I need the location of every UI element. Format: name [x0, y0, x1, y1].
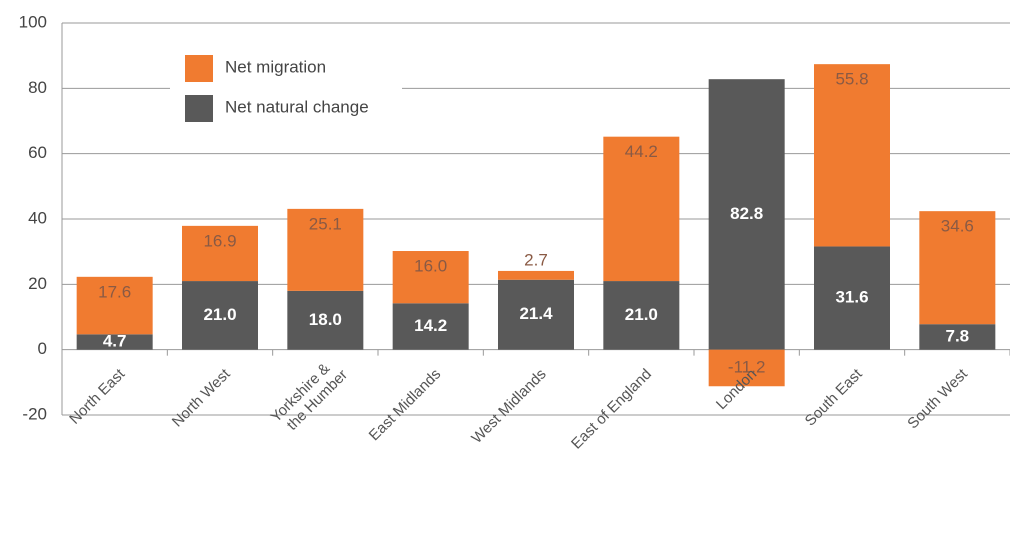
- bar-segment: [603, 281, 680, 350]
- x-tick-label: North West: [169, 365, 234, 430]
- bar-segment: [392, 251, 469, 304]
- x-tick-label: West Midlands: [468, 366, 549, 447]
- bar-segment: [182, 225, 258, 282]
- legend-label: Net natural change: [225, 97, 369, 116]
- x-tick-label: Yorkshire &the Humber: [267, 354, 351, 438]
- value-label: 16.0: [414, 256, 447, 275]
- y-tick-label: -20: [22, 404, 47, 423]
- bar-segment: [708, 349, 785, 387]
- bar-segment: [287, 208, 364, 291]
- y-tick-label: 100: [19, 12, 47, 31]
- bar-segment: [919, 324, 996, 350]
- legend-swatch: [185, 95, 213, 122]
- x-tick-label: South East: [802, 365, 866, 429]
- y-tick-label: 60: [28, 143, 47, 162]
- value-label: 31.6: [835, 288, 868, 307]
- bar-segment: [603, 136, 680, 282]
- value-label: 55.8: [835, 70, 868, 89]
- value-label: 17.6: [98, 282, 131, 301]
- x-tick-label: East Midlands: [366, 366, 445, 445]
- value-label: 4.7: [103, 331, 127, 350]
- value-label: -11.2: [728, 357, 766, 376]
- bar-segment: [392, 303, 469, 350]
- value-label: 16.9: [203, 231, 236, 250]
- x-tick-label: East of England: [568, 366, 655, 453]
- x-tick-label: North East: [66, 365, 129, 428]
- bar-segment: [708, 79, 785, 350]
- value-label: 7.8: [946, 326, 970, 345]
- value-label: 44.2: [625, 142, 658, 161]
- value-label: 2.7: [524, 250, 548, 269]
- legend-label: Net migration: [225, 57, 326, 76]
- bar-segment: [182, 281, 258, 350]
- y-tick-label: 20: [28, 274, 47, 293]
- y-tick-label: 40: [28, 208, 47, 227]
- value-label: 14.2: [414, 316, 447, 335]
- bar-segment: [76, 334, 153, 350]
- y-tick-label: 80: [28, 78, 47, 97]
- value-label: 82.8: [730, 204, 763, 223]
- value-label: 21.0: [625, 305, 658, 324]
- value-label: 21.0: [203, 305, 236, 324]
- bar-segment: [76, 276, 153, 335]
- value-label: 21.4: [519, 304, 553, 323]
- bar-segment: [287, 290, 364, 350]
- value-label: 34.6: [941, 217, 974, 236]
- value-label: 25.1: [309, 214, 342, 233]
- bar-segment: [814, 246, 890, 350]
- value-label: 18.0: [309, 310, 342, 329]
- legend-swatch: [185, 55, 213, 82]
- bar-segment: [498, 279, 574, 350]
- y-tick-label: 0: [38, 339, 47, 358]
- bar-segment: [498, 270, 574, 280]
- bar-segment: [919, 211, 996, 325]
- bar-segment: [814, 64, 890, 247]
- x-tick-label: South West: [904, 365, 971, 432]
